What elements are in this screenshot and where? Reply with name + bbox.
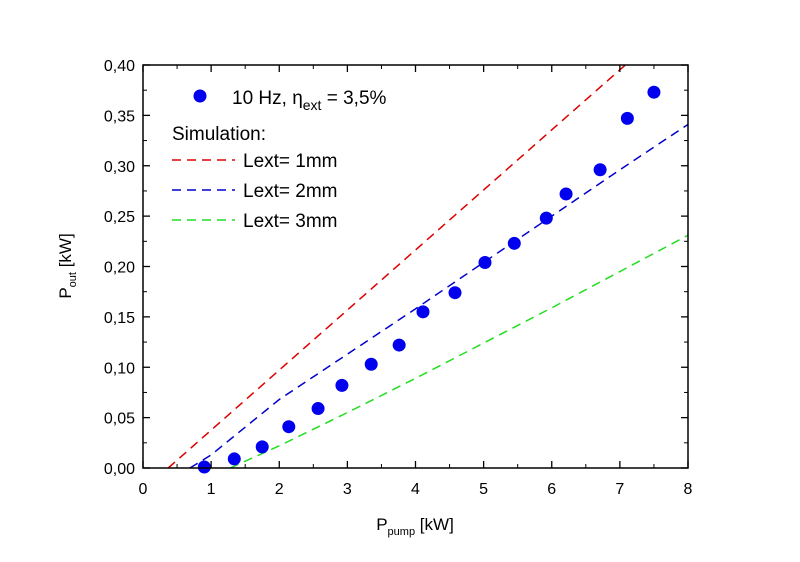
series-line-3	[229, 234, 689, 469]
legend-label-1mm: Lext= 1mm	[243, 151, 338, 172]
x-tick-label: 5	[479, 481, 488, 498]
legend-marker-data	[193, 89, 207, 103]
legend-label-data: 10 Hz, ηext = 3,5%	[232, 88, 387, 113]
data-point	[620, 111, 634, 125]
legend: 10 Hz, ηext = 3,5% Simulation: Lext= 1mm…	[172, 88, 387, 232]
data-point	[335, 378, 349, 392]
y-tick-label: 0,40	[104, 58, 135, 75]
x-tick-label: 4	[411, 481, 420, 498]
data-point	[392, 338, 406, 352]
series-line-1	[167, 64, 626, 469]
x-tick-label: 6	[547, 481, 556, 498]
y-tick-label: 0,25	[104, 209, 135, 226]
x-tick-label: 8	[684, 481, 693, 498]
data-point	[364, 357, 378, 371]
x-tick-label: 3	[343, 481, 352, 498]
data-point	[197, 460, 211, 474]
x-tick-label: 2	[275, 481, 284, 498]
data-point	[507, 236, 521, 250]
y-tick-label: 0,20	[104, 260, 135, 277]
data-point	[448, 286, 462, 300]
y-axis-label: Pout [kW]	[56, 233, 79, 298]
axis-ticks: 0 1 2 3 4 5 6 7 8 0,00 0,05 0,10 0,15 0,20 0,25 0,30 0,3…	[104, 58, 693, 498]
data-point	[227, 452, 241, 466]
plot-marks	[167, 64, 689, 474]
x-tick-label: 1	[207, 481, 216, 498]
data-point	[478, 255, 492, 269]
legend-heading: Simulation:	[172, 124, 266, 145]
x-tick-label: 7	[615, 481, 624, 498]
data-point	[282, 420, 296, 434]
x-tick-label: 0	[139, 481, 148, 498]
data-point	[593, 163, 607, 177]
y-tick-label: 0,30	[104, 159, 135, 176]
data-point	[416, 305, 430, 319]
y-tick-label: 0,00	[104, 461, 135, 478]
y-tick-label: 0,05	[104, 411, 135, 428]
series-line-2	[189, 123, 689, 469]
data-point	[559, 187, 573, 201]
data-point	[647, 85, 661, 99]
y-tick-label: 0,15	[104, 310, 135, 327]
x-axis-label: Ppump [kW]	[376, 515, 454, 538]
legend-label-3mm: Lext= 3mm	[243, 211, 338, 232]
y-tick-label: 0,35	[104, 108, 135, 125]
legend-label-2mm: Lext= 2mm	[243, 181, 338, 202]
y-tick-label: 0,10	[104, 360, 135, 377]
data-point	[311, 402, 325, 416]
data-point	[255, 440, 269, 454]
data-point	[539, 211, 553, 225]
